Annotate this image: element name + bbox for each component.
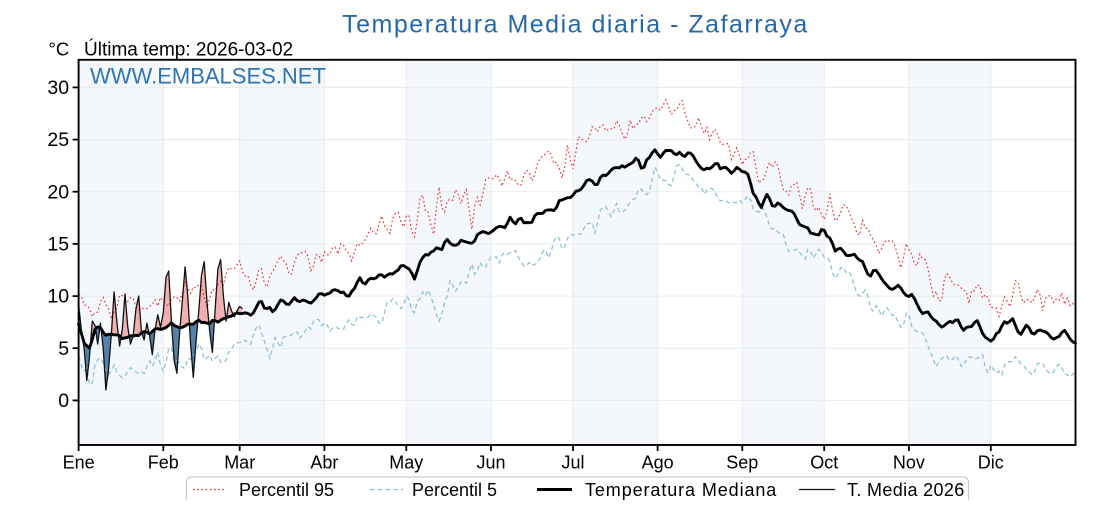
svg-text:Ene: Ene (63, 453, 95, 473)
svg-text:20: 20 (47, 181, 69, 203)
svg-text:Mar: Mar (224, 453, 255, 473)
svg-text:Nov: Nov (893, 453, 925, 473)
svg-text:May: May (389, 453, 423, 473)
svg-text:Ago: Ago (642, 453, 674, 473)
svg-text:25: 25 (47, 129, 69, 151)
svg-text:10: 10 (47, 286, 69, 308)
svg-text:Jun: Jun (476, 453, 505, 473)
svg-text:Jul: Jul (561, 453, 584, 473)
svg-text:15: 15 (47, 234, 69, 256)
svg-text:30: 30 (47, 77, 69, 99)
svg-text:Dic: Dic (978, 453, 1004, 473)
svg-text:T. Media 2026: T. Media 2026 (847, 480, 965, 500)
svg-text:Sep: Sep (726, 453, 758, 473)
svg-text:Percentil 5: Percentil 5 (412, 480, 497, 500)
svg-text:Abr: Abr (310, 453, 338, 473)
svg-text:0: 0 (58, 390, 69, 412)
svg-text:WWW.EMBALSES.NET: WWW.EMBALSES.NET (90, 64, 326, 89)
svg-text:Temperatura Media diaria - Zaf: Temperatura Media diaria - Zafarraya (342, 11, 809, 39)
svg-text:Oct: Oct (810, 453, 838, 473)
svg-text:5: 5 (58, 338, 69, 360)
svg-text:Última temp: 2026-03-02: Última temp: 2026-03-02 (84, 39, 293, 61)
svg-text:Feb: Feb (148, 453, 179, 473)
svg-text:Temperatura Mediana: Temperatura Mediana (585, 480, 777, 500)
svg-text:Percentil 95: Percentil 95 (239, 480, 334, 500)
svg-text:°C: °C (49, 39, 70, 60)
